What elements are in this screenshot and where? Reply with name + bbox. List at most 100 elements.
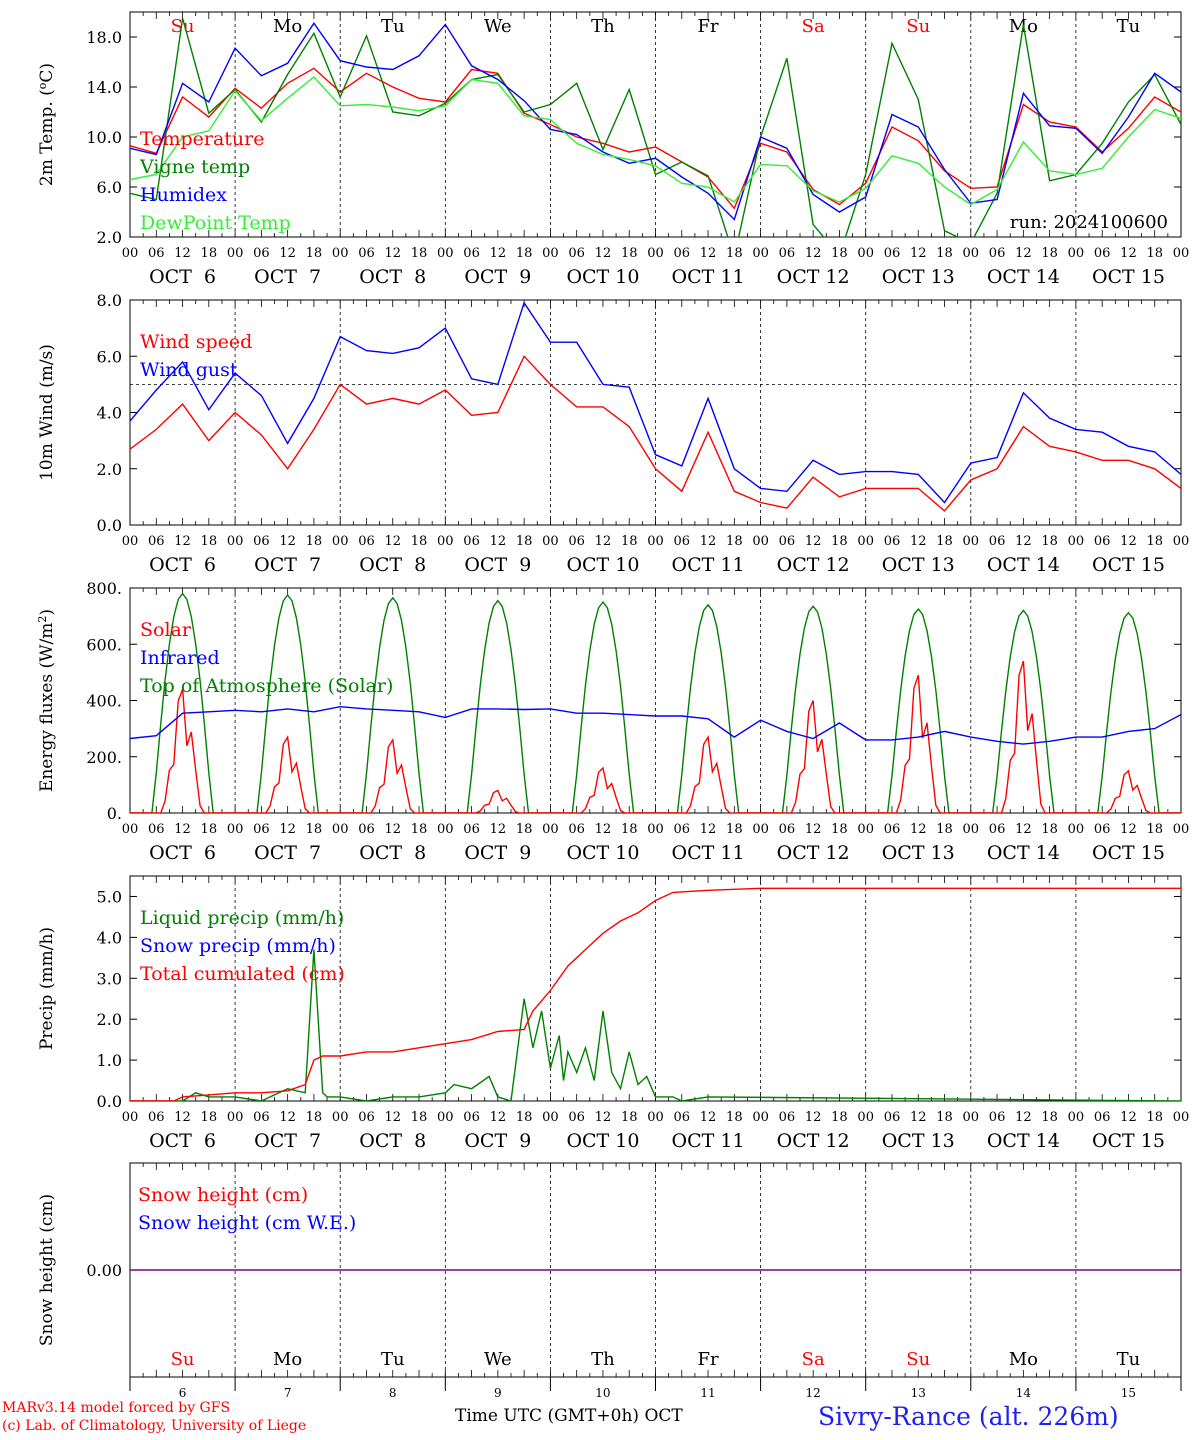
day-number-label: 15 [1121, 1386, 1136, 1400]
y-tick-label: 10.0 [86, 128, 122, 147]
day-number-label: 6 [179, 1386, 187, 1400]
weekday-label: We [484, 16, 512, 37]
hour-tick-label: 06 [253, 1110, 270, 1125]
date-tick-label: OCT 10 [566, 554, 639, 576]
hour-tick-label: 12 [910, 822, 927, 837]
legend-entry: Solar [140, 619, 192, 641]
hour-tick-label: 18 [306, 534, 323, 549]
series-line-wind-speed [130, 355, 1181, 512]
date-tick-label: OCT 7 [254, 842, 321, 864]
hour-tick-label: 06 [568, 1110, 585, 1125]
hour-tick-label: 06 [884, 822, 901, 837]
hour-tick-label: 00 [752, 246, 769, 261]
hour-tick-label: 06 [358, 822, 375, 837]
hour-tick-label: 18 [516, 534, 533, 549]
weekday-label: Fr [698, 16, 719, 37]
hour-tick-label: 00 [647, 822, 664, 837]
date-tick-label: OCT 14 [987, 266, 1060, 288]
hour-tick-label: 12 [174, 246, 191, 261]
hour-tick-label: 12 [490, 1110, 507, 1125]
hour-tick-label: 12 [279, 822, 296, 837]
hour-tick-label: 18 [306, 1110, 323, 1125]
series-line-vigne-temp [130, 18, 1181, 237]
day-number-label: 13 [911, 1386, 926, 1400]
hour-tick-label: 00 [752, 1110, 769, 1125]
hour-tick-label: 12 [700, 246, 717, 261]
hour-tick-label: 18 [621, 534, 638, 549]
hour-tick-label: 12 [384, 534, 401, 549]
date-tick-label: OCT 8 [359, 1130, 426, 1152]
legend-entry: Top of Atmosphere (Solar) [140, 675, 393, 697]
hour-tick-label: 18 [1146, 534, 1163, 549]
y-tick-label: 3.0 [97, 969, 122, 988]
y-tick-label: 0.0 [97, 1092, 122, 1111]
legend-entry: Temperature [140, 128, 264, 150]
hour-tick-label: 18 [831, 246, 848, 261]
hour-tick-label: 12 [490, 822, 507, 837]
y-tick-label: 400. [86, 692, 122, 711]
hour-tick-label: 00 [1173, 822, 1190, 837]
hour-tick-label: 06 [568, 822, 585, 837]
date-tick-label: OCT 10 [566, 842, 639, 864]
hour-tick-label: 12 [910, 1110, 927, 1125]
day-number-label: 12 [806, 1386, 821, 1400]
hour-tick-label: 12 [384, 1110, 401, 1125]
hour-tick-label: 12 [805, 822, 822, 837]
hour-tick-label: 06 [779, 246, 796, 261]
hour-tick-label: 18 [516, 1110, 533, 1125]
x-axis-title: Time UTC (GMT+0h) OCT [455, 1406, 683, 1426]
hour-tick-label: 06 [1094, 1110, 1111, 1125]
hour-tick-label: 18 [936, 534, 953, 549]
day-number-label: 8 [389, 1386, 397, 1400]
hour-tick-label: 18 [831, 1110, 848, 1125]
hour-tick-label: 12 [279, 246, 296, 261]
hour-tick-label: 06 [253, 246, 270, 261]
hour-tick-label: 12 [700, 1110, 717, 1125]
y-tick-label: 800. [86, 579, 122, 598]
hour-tick-label: 06 [148, 822, 165, 837]
date-tick-label: OCT 13 [882, 1130, 955, 1152]
hour-tick-label: 18 [411, 246, 428, 261]
weekday-label: Tu [381, 1349, 405, 1370]
weekday-label: Mo [273, 1349, 302, 1370]
hour-tick-label: 12 [805, 534, 822, 549]
hour-tick-label: 18 [621, 822, 638, 837]
hour-tick-label: 00 [857, 534, 874, 549]
hour-tick-label: 06 [884, 246, 901, 261]
series-line-toa-solar [130, 592, 1181, 813]
hour-tick-label: 18 [1041, 822, 1058, 837]
hour-tick-label: 00 [1068, 1110, 1085, 1125]
hour-tick-label: 00 [542, 1110, 559, 1125]
hour-tick-label: 12 [700, 534, 717, 549]
hour-tick-label: 00 [857, 822, 874, 837]
hour-tick-label: 12 [1120, 246, 1137, 261]
hour-tick-label: 00 [227, 246, 244, 261]
date-tick-label: OCT 14 [987, 842, 1060, 864]
hour-tick-label: 18 [936, 1110, 953, 1125]
hour-tick-label: 18 [201, 534, 218, 549]
date-tick-label: OCT 9 [464, 266, 531, 288]
hour-tick-label: 18 [726, 534, 743, 549]
y-tick-label: 0.0 [97, 516, 122, 535]
hour-tick-label: 06 [884, 1110, 901, 1125]
hour-tick-label: 00 [437, 246, 454, 261]
hour-tick-label: 06 [674, 246, 691, 261]
plot-frame-flux [129, 587, 1182, 814]
hour-tick-label: 00 [332, 246, 349, 261]
hour-tick-label: 12 [595, 246, 612, 261]
hour-tick-label: 18 [831, 822, 848, 837]
series-line-liquid-precip-mm-h- [130, 949, 1181, 1101]
hour-tick-label: 00 [963, 1110, 980, 1125]
weekday-label: Fr [698, 1349, 719, 1370]
hour-tick-label: 18 [1146, 1110, 1163, 1125]
day-number-label: 14 [1016, 1386, 1032, 1400]
date-tick-label: OCT 8 [359, 842, 426, 864]
hour-tick-label: 12 [805, 246, 822, 261]
weekday-label: Su [171, 1349, 195, 1370]
weekday-label: Mo [273, 16, 302, 37]
plot-frame-wind [129, 299, 1182, 526]
hour-tick-label: 00 [647, 1110, 664, 1125]
series-line-wind-gust [130, 301, 1181, 504]
hour-tick-label: 00 [542, 246, 559, 261]
hour-tick-label: 06 [253, 822, 270, 837]
